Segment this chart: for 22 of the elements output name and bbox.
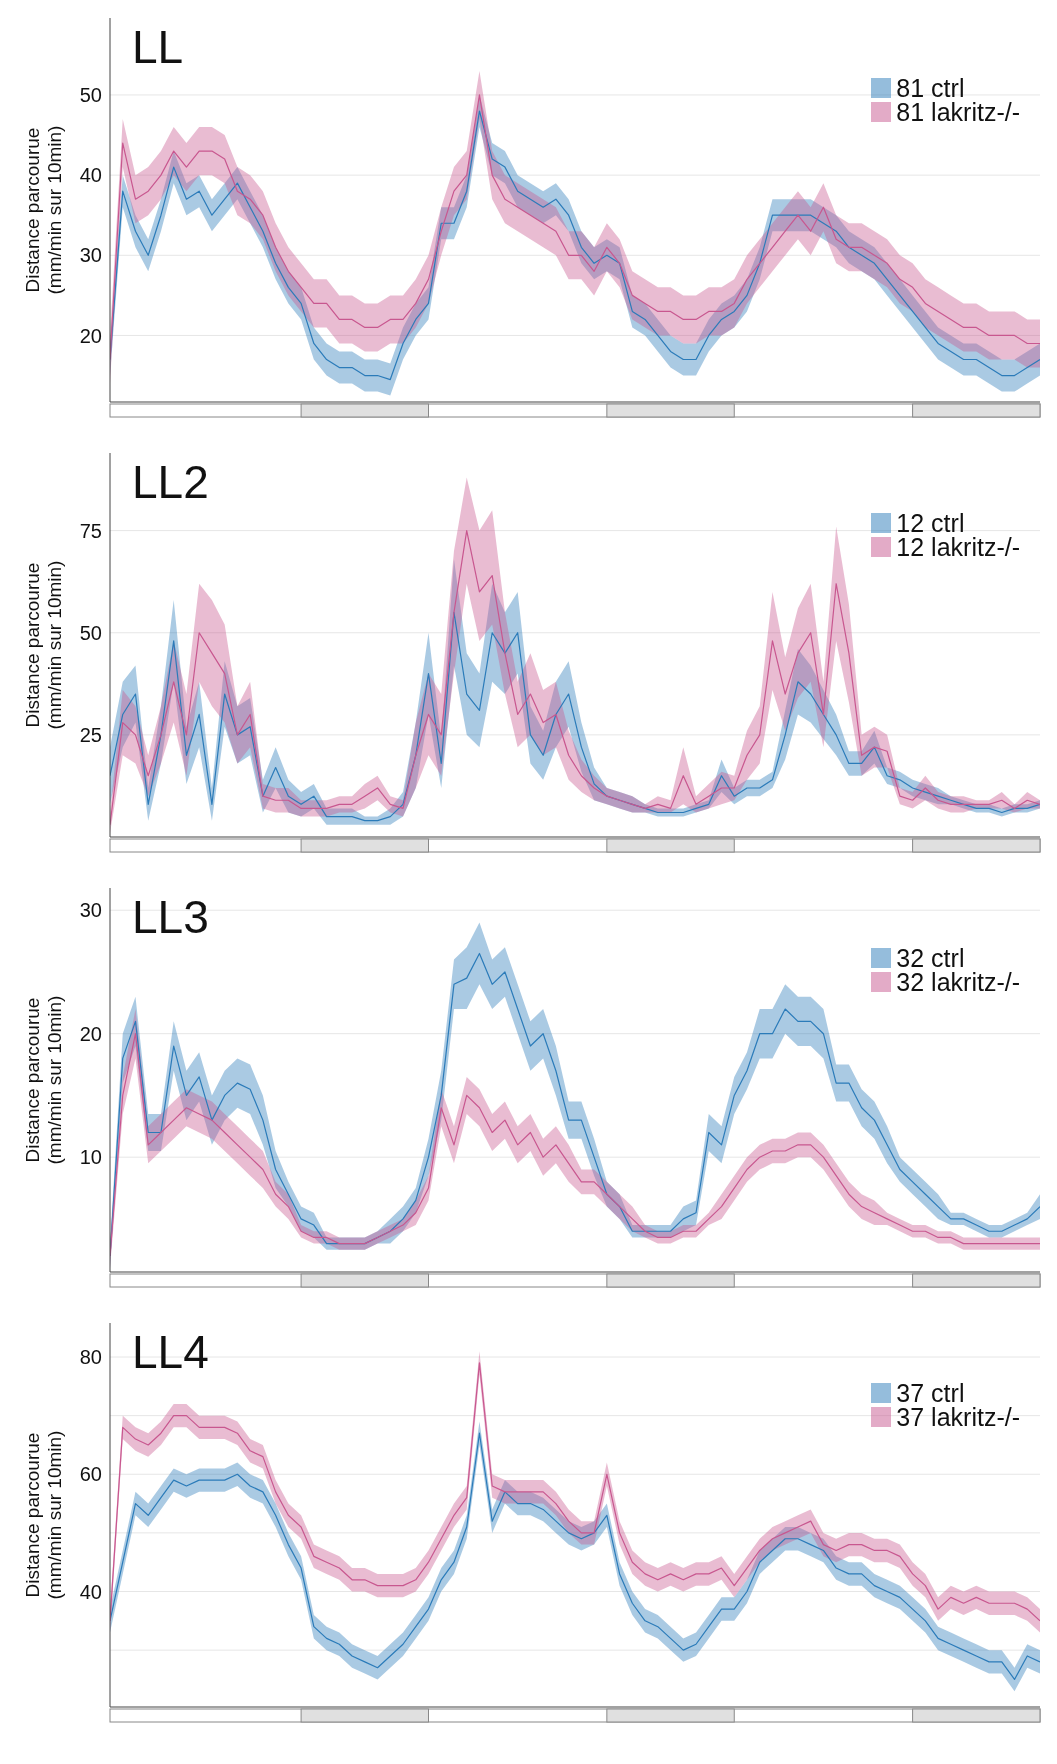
line-series xyxy=(110,611,1040,822)
y-tick-label: 40 xyxy=(79,1580,102,1603)
chart-title: LL2 xyxy=(132,455,209,509)
y-tick-label: 30 xyxy=(79,244,102,267)
chart-title: LL xyxy=(132,20,184,74)
y-tick-label: 75 xyxy=(79,519,102,542)
y-tick-label: 25 xyxy=(79,723,102,746)
y-axis-title: Distance parcourue (mm/min sur 10min) xyxy=(22,1430,65,1600)
y-tick-label: 20 xyxy=(79,1022,102,1045)
y-tick-label: 80 xyxy=(79,1346,102,1369)
chart-title: LL3 xyxy=(132,890,209,944)
chart-title: LL4 xyxy=(132,1325,209,1379)
y-axis-title: Distance parcourue (mm/min sur 10min) xyxy=(22,560,65,730)
y-axis-title: Distance parcourue (mm/min sur 10min) xyxy=(22,125,65,295)
y-tick-label: 20 xyxy=(79,324,102,347)
y-tick-label: 50 xyxy=(79,84,102,107)
y-tick-label: 40 xyxy=(79,164,102,187)
y-tick-label: 60 xyxy=(79,1463,102,1486)
y-axis-title: Distance parcourue (mm/min sur 10min) xyxy=(22,995,65,1165)
y-tick-label: 50 xyxy=(79,621,102,644)
y-tick-label: 10 xyxy=(79,1146,102,1169)
y-tick-label: 30 xyxy=(79,899,102,922)
